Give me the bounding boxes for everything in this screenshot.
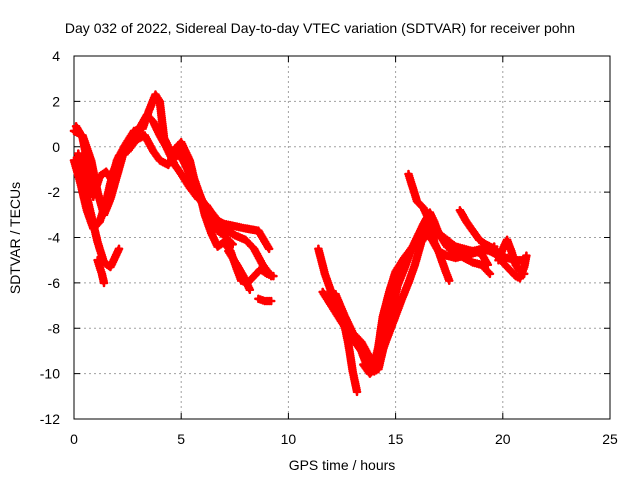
series-track-15 bbox=[455, 206, 505, 260]
x-axis-label: GPS time / hours bbox=[289, 457, 396, 473]
x-tick-label: 0 bbox=[70, 431, 78, 447]
series-track-17 bbox=[498, 251, 531, 283]
y-tick-label: -4 bbox=[48, 230, 61, 246]
x-tick-label: 10 bbox=[281, 431, 297, 447]
y-tick-label: -6 bbox=[48, 275, 61, 291]
series-track-7 bbox=[224, 246, 255, 294]
chart-title: Day 032 of 2022, Sidereal Day-to-day VTE… bbox=[65, 20, 575, 36]
grid bbox=[74, 56, 610, 419]
x-tick-label: 25 bbox=[602, 431, 618, 447]
series-track-4 bbox=[74, 149, 124, 272]
series-track-5 bbox=[93, 255, 109, 288]
x-tick-label: 20 bbox=[495, 431, 511, 447]
y-tick-label: 0 bbox=[52, 139, 60, 155]
data-series bbox=[69, 90, 531, 397]
y-tick-label: -12 bbox=[40, 411, 60, 427]
y-axis-label: SDTVAR / TECUs bbox=[7, 182, 23, 294]
x-tick-label: 5 bbox=[177, 431, 185, 447]
y-tick-label: -10 bbox=[40, 366, 60, 382]
y-tick-label: -8 bbox=[48, 320, 61, 336]
series-track-16 bbox=[494, 235, 529, 279]
y-tick-label: 2 bbox=[52, 93, 60, 109]
series-track-8 bbox=[254, 294, 276, 306]
y-tick-label: -2 bbox=[48, 184, 61, 200]
x-tick-label: 15 bbox=[388, 431, 404, 447]
y-tick-label: 4 bbox=[52, 48, 60, 64]
